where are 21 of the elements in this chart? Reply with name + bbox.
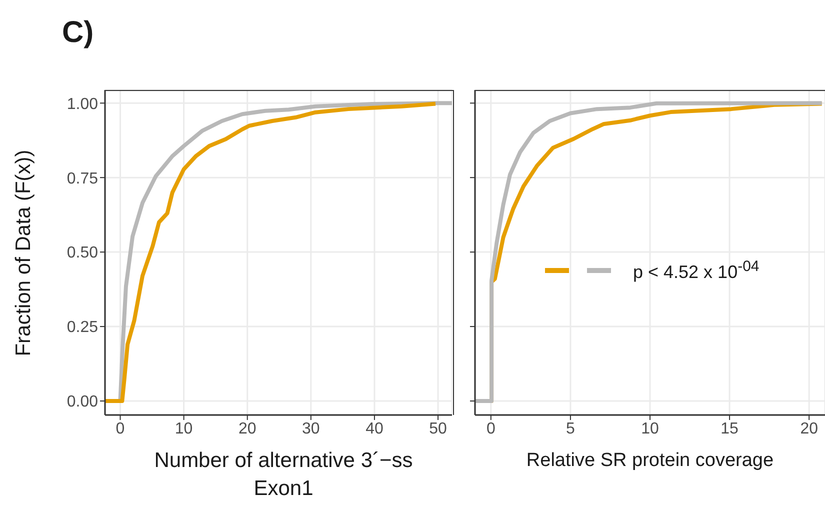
x-tick-label: 40 [366,420,384,438]
x-tick-label: 20 [238,420,256,438]
x-tick-label: 0 [486,420,496,438]
chart-title: C) [62,16,94,50]
x-tick-label: 10 [641,420,659,438]
x-tick-label: 5 [566,420,575,438]
x-tick-label: 20 [800,420,818,438]
y-tick-label: 0.75 [66,170,98,188]
annotation: p < 4.52 x 10$^{-04}$ [633,258,760,283]
y-tick-label: 0.00 [66,394,98,411]
y-tick-label: 0.25 [66,319,98,336]
y-axis-title: Fraction of Data (F(x)) [12,149,36,356]
x-tick-label: 0 [116,420,125,438]
y-tick-label: 1.00 [66,96,98,113]
x-axis-title: Number of alternative 3´−ss Exon1 [153,448,414,502]
x-tick-label: 50 [429,420,448,438]
x-tick-label: 30 [302,420,320,438]
x-tick-label: 15 [720,420,739,438]
x-tick-label: 10 [174,420,193,438]
y-tick-label: 0.50 [66,244,98,262]
x-axis-title: Relative SR protein coverage [525,449,775,473]
